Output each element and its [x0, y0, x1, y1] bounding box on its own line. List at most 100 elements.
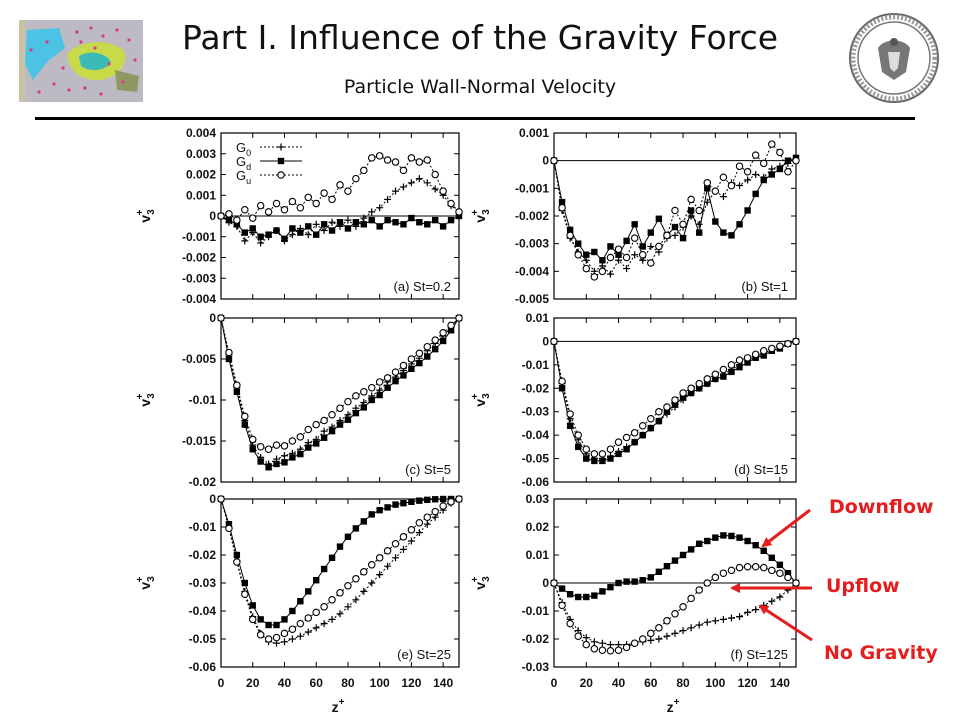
data-point: [336, 421, 344, 428]
data-point: [407, 154, 416, 162]
data-point: [399, 545, 407, 553]
data-point: [663, 632, 671, 640]
data-point: [566, 231, 574, 240]
x-tick-label: 40: [278, 676, 292, 690]
y-tick-label: -0.003: [182, 271, 216, 285]
data-point: [280, 442, 289, 450]
series-Gd: [550, 154, 800, 264]
data-point: [407, 537, 415, 545]
data-point: [225, 524, 233, 533]
data-point: [272, 633, 281, 642]
data-point: [233, 381, 241, 389]
x-tick-label: 60: [644, 676, 658, 690]
data-point: [400, 372, 407, 379]
data-point: [638, 635, 647, 643]
data-point: [408, 214, 415, 222]
plot-frame: [220, 498, 460, 668]
data-point: [760, 352, 767, 359]
data-point: [225, 216, 233, 224]
data-point: [280, 452, 288, 460]
data-point: [320, 227, 328, 235]
data-point: [647, 259, 655, 267]
data-point: [735, 563, 744, 572]
data-point: [431, 185, 439, 193]
data-point: [249, 602, 256, 609]
y-tick-label: -0.06: [522, 475, 550, 489]
data-point: [272, 199, 281, 208]
data-point: [424, 353, 431, 360]
series-Gu: [217, 152, 463, 224]
data-point: [687, 384, 695, 393]
data-point: [631, 221, 638, 228]
data-point: [704, 537, 711, 545]
plot-frame: [220, 317, 460, 483]
data-point: [384, 384, 391, 391]
y-tick-label: -0.001: [515, 181, 549, 195]
data-point: [241, 579, 248, 587]
data-point: [352, 596, 360, 604]
x-tick-label: 60: [310, 676, 324, 690]
data-point: [679, 394, 687, 401]
series-Gu: [550, 337, 800, 458]
data-point: [415, 175, 423, 183]
y-axis-label: v3+: [470, 209, 492, 223]
data-point: [241, 590, 249, 598]
data-point: [360, 214, 368, 222]
data-point: [328, 195, 336, 204]
data-point: [313, 231, 320, 238]
series-G0: [217, 175, 463, 247]
data-point: [431, 170, 439, 179]
data-point: [352, 525, 360, 532]
data-point: [736, 364, 743, 371]
x-axis-label: z+: [667, 697, 680, 715]
data-point: [591, 592, 598, 599]
data-point: [727, 614, 735, 622]
y-tick-label: -0.01: [522, 358, 550, 372]
data-point: [320, 434, 328, 441]
data-point: [607, 243, 614, 250]
data-point: [367, 154, 376, 162]
data-point: [375, 554, 384, 562]
data-point: [655, 242, 663, 251]
data-point: [265, 464, 272, 471]
data-point: [719, 615, 727, 623]
data-point: [647, 424, 654, 432]
y-tick-label: 0.004: [186, 126, 216, 140]
data-point: [423, 513, 432, 521]
data-point: [671, 231, 679, 239]
data-point: [241, 229, 248, 236]
data-point: [638, 250, 647, 259]
series-Gd: [217, 314, 463, 471]
x-tick-label: 140: [770, 676, 790, 690]
data-point: [566, 410, 574, 418]
data-point: [328, 615, 336, 623]
data-point: [376, 204, 384, 212]
data-point: [575, 240, 582, 247]
x-tick-label: 100: [705, 676, 725, 690]
series-line: [220, 498, 459, 626]
data-point: [566, 619, 574, 628]
data-point: [712, 375, 719, 383]
data-point: [727, 361, 736, 369]
plot-frame: [553, 317, 797, 483]
data-point: [328, 227, 336, 234]
data-point: [599, 257, 606, 264]
data-point: [281, 235, 288, 243]
data-point: [352, 174, 360, 183]
legend-marker: [277, 143, 285, 151]
data-point: [336, 610, 344, 618]
data-point: [241, 237, 249, 245]
series-G0: [550, 157, 800, 278]
y-axis-label: v3+: [470, 393, 492, 407]
y-tick-label: 0: [209, 209, 216, 223]
simulation-thumbnail-image: [19, 20, 143, 102]
data-point: [288, 437, 297, 445]
data-point: [344, 225, 352, 232]
panel-label: (d) St=15: [734, 462, 788, 477]
chart-panel-2: 0.001 0 -0.001 -0.002 -0.003 -0.004 -0.005 v3+ (…: [470, 126, 800, 306]
data-point: [360, 568, 368, 576]
data-point: [375, 378, 384, 386]
data-point: [687, 624, 695, 632]
data-point: [598, 267, 607, 276]
data-point: [344, 216, 352, 224]
